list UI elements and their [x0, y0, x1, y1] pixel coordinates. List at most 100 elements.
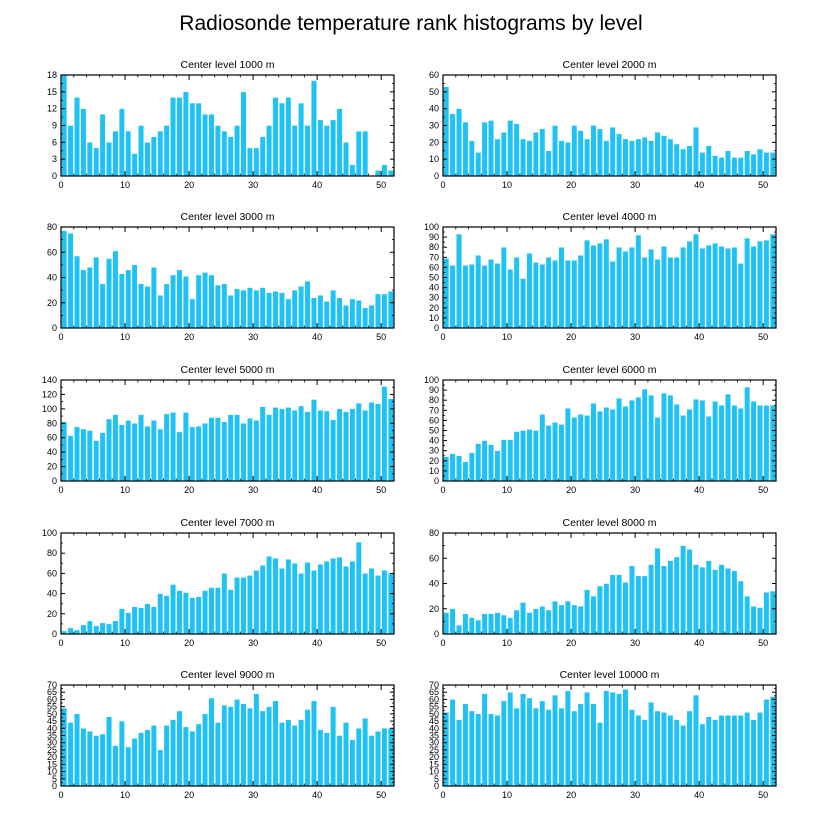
bar: [661, 245, 667, 329]
bar: [667, 715, 674, 787]
bar: [259, 136, 266, 177]
bar: [705, 244, 712, 329]
y-tick-label: 120: [42, 389, 57, 399]
y-tick-label: 80: [47, 418, 57, 428]
x-tick-label: 20: [184, 790, 194, 800]
bar: [494, 612, 501, 635]
bar: [494, 715, 501, 787]
bar: [362, 410, 369, 482]
bar: [552, 125, 558, 177]
bar: [67, 722, 74, 787]
y-tick-label: 20: [429, 137, 439, 147]
bar: [468, 264, 475, 329]
bar: [584, 239, 590, 329]
bar: [336, 297, 343, 329]
bar: [673, 556, 680, 635]
bar: [552, 694, 558, 787]
bar: [686, 145, 693, 177]
bar: [285, 559, 292, 635]
bar: [494, 450, 501, 482]
bar: [545, 709, 552, 787]
bar: [616, 397, 623, 482]
bar: [163, 413, 170, 482]
bar: [343, 566, 349, 635]
bar: [629, 140, 635, 177]
bar: [240, 577, 247, 635]
y-tick-label: 60: [429, 694, 439, 704]
bar: [311, 570, 317, 635]
bar: [266, 556, 273, 635]
bar: [513, 257, 520, 329]
bar: [558, 246, 565, 329]
bar: [298, 405, 305, 482]
bar: [208, 274, 215, 329]
bar: [279, 568, 285, 635]
bar: [539, 264, 546, 329]
bar: [138, 607, 144, 635]
y-tick-label: 18: [47, 70, 57, 80]
bar: [163, 125, 170, 177]
bar: [227, 136, 234, 177]
bar: [362, 573, 369, 635]
bar: [622, 406, 629, 482]
bar: [125, 130, 132, 177]
bar: [731, 715, 738, 787]
bar: [170, 274, 176, 329]
x-tick-label: 50: [758, 485, 768, 495]
x-tick-label: 50: [758, 638, 768, 648]
bar: [680, 545, 687, 635]
y-tick-label: 20: [47, 462, 57, 472]
bar: [138, 414, 144, 482]
bar: [304, 709, 311, 787]
bar: [488, 120, 494, 177]
bar: [693, 233, 699, 329]
y-tick-label: 25: [47, 745, 57, 755]
x-tick-label: 10: [120, 790, 130, 800]
bar: [500, 132, 507, 177]
bar: [336, 408, 343, 482]
bar: [449, 453, 456, 482]
y-tick-label: 70: [429, 252, 439, 262]
bar: [545, 609, 552, 635]
bar: [208, 697, 215, 787]
bar: [298, 719, 305, 787]
bar: [494, 138, 501, 177]
bar: [317, 729, 324, 787]
bar: [449, 608, 456, 635]
y-tick-label: 100: [42, 528, 57, 538]
bar: [725, 150, 731, 177]
bar: [552, 600, 558, 635]
bar: [208, 417, 215, 482]
bar: [259, 565, 266, 635]
bar: [500, 246, 507, 329]
bar: [564, 600, 571, 635]
bar: [744, 237, 751, 329]
bar: [144, 603, 151, 635]
bar: [387, 398, 394, 482]
bar: [253, 147, 260, 177]
bar: [93, 147, 100, 177]
bar: [311, 700, 317, 787]
bar: [494, 263, 501, 329]
bar: [317, 410, 324, 482]
bar: [481, 121, 488, 177]
bar: [513, 707, 520, 787]
y-tick-label: 90: [429, 385, 439, 395]
bar: [381, 293, 388, 329]
bar: [86, 430, 93, 482]
panel-4: Center level 4000 m010203040506070809010…: [424, 211, 777, 342]
bar: [468, 617, 475, 635]
bar: [737, 408, 744, 482]
x-tick-label: 0: [440, 180, 445, 190]
bar: [311, 399, 317, 482]
bar: [138, 125, 144, 177]
x-tick-label: 0: [440, 638, 445, 648]
bar: [737, 263, 744, 329]
y-tick-label: 0: [434, 781, 439, 791]
bar: [539, 414, 546, 482]
bar: [125, 746, 132, 787]
y-tick-label: 10: [429, 767, 439, 777]
bar: [279, 292, 285, 329]
bar: [208, 114, 215, 177]
x-tick-label: 40: [312, 485, 322, 495]
